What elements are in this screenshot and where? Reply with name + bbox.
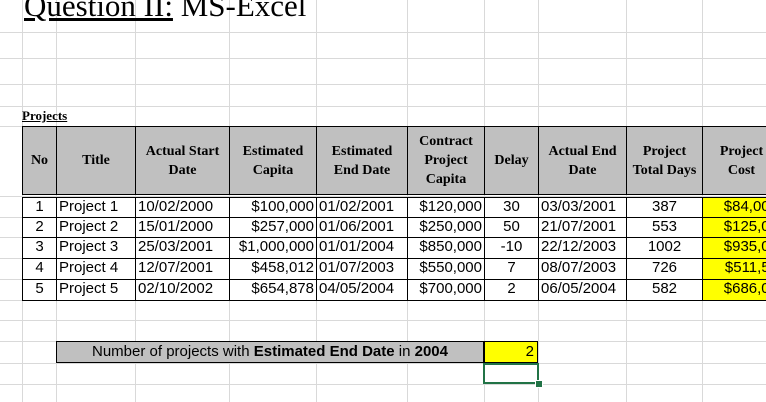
- summary-label-year: 2004: [414, 343, 448, 360]
- summary-label[interactable]: Number of projects with Estimated End Da…: [56, 341, 484, 363]
- gridline-horizontal: [0, 196, 766, 197]
- cell-actual-end-date[interactable]: 06/05/2004: [538, 279, 627, 301]
- cell-contract-capita[interactable]: $120,000: [407, 197, 485, 218]
- cell-title[interactable]: Project 4: [56, 258, 136, 280]
- gridline-horizontal: [0, 58, 766, 59]
- gridline-horizontal: [0, 32, 766, 33]
- gridline-horizontal: [0, 84, 766, 85]
- cell-start-date[interactable]: 12/07/2001: [135, 258, 230, 280]
- summary-label-middle: in: [394, 343, 415, 360]
- cell-project-cost[interactable]: $511,50: [702, 258, 766, 280]
- cell-title[interactable]: Project 2: [56, 217, 136, 238]
- cell-estimated-capita[interactable]: $1,000,000: [229, 237, 317, 259]
- header-estimated-end-date[interactable]: Estimated End Date: [316, 126, 408, 195]
- header-title[interactable]: Title: [56, 126, 136, 195]
- cell-estimated-capita[interactable]: $458,012: [229, 258, 317, 280]
- cell-title[interactable]: Project 1: [56, 197, 136, 218]
- title-prefix: Question II:: [24, 0, 173, 23]
- selected-cell[interactable]: [483, 363, 539, 384]
- header-contract-capita[interactable]: Contract Project Capita: [407, 126, 485, 195]
- cell-delay[interactable]: -10: [484, 237, 539, 259]
- cell-total-days[interactable]: 387: [626, 197, 703, 218]
- summary-label-prefix: Number of projects with: [92, 343, 254, 360]
- cell-actual-end-date[interactable]: 21/07/2001: [538, 217, 627, 238]
- header-actual-end-date[interactable]: Actual End Date: [538, 126, 627, 195]
- header-delay[interactable]: Delay: [484, 126, 539, 195]
- cell-delay[interactable]: 7: [484, 258, 539, 280]
- cell-project-cost[interactable]: $935,00: [702, 237, 766, 259]
- cell-total-days[interactable]: 582: [626, 279, 703, 301]
- cell-estimated-end-date[interactable]: 04/05/2004: [316, 279, 408, 301]
- cell-estimated-capita[interactable]: $654,878: [229, 279, 317, 301]
- header-no[interactable]: No: [22, 126, 57, 195]
- fill-handle[interactable]: [535, 380, 543, 388]
- cell-actual-end-date[interactable]: 08/07/2003: [538, 258, 627, 280]
- cell-estimated-end-date[interactable]: 01/06/2001: [316, 217, 408, 238]
- gridline-horizontal: [0, 384, 766, 385]
- cell-actual-end-date[interactable]: 03/03/2001: [538, 197, 627, 218]
- cell-delay[interactable]: 30: [484, 197, 539, 218]
- cell-contract-capita[interactable]: $850,000: [407, 237, 485, 259]
- cell-start-date[interactable]: 25/03/2001: [135, 237, 230, 259]
- cell-total-days[interactable]: 553: [626, 217, 703, 238]
- cell-project-cost[interactable]: $125,00: [702, 217, 766, 238]
- cell-project-cost[interactable]: $686,00: [702, 279, 766, 301]
- title-suffix: MS-Excel: [172, 0, 307, 23]
- summary-label-bold: Estimated End Date: [253, 343, 395, 360]
- cell-start-date[interactable]: 10/02/2000: [135, 197, 230, 218]
- cell-delay[interactable]: 50: [484, 217, 539, 238]
- header-total-days[interactable]: Project Total Days: [626, 126, 703, 195]
- cell-contract-capita[interactable]: $250,000: [407, 217, 485, 238]
- cell-start-date[interactable]: 02/10/2002: [135, 279, 230, 301]
- cell-no[interactable]: 5: [22, 279, 57, 301]
- cell-estimated-capita[interactable]: $100,000: [229, 197, 317, 218]
- cell-no[interactable]: 3: [22, 237, 57, 259]
- cell-total-days[interactable]: 1002: [626, 237, 703, 259]
- cell-project-cost[interactable]: $84,000: [702, 197, 766, 218]
- cell-contract-capita[interactable]: $700,000: [407, 279, 485, 301]
- cell-delay[interactable]: 2: [484, 279, 539, 301]
- cell-estimated-end-date[interactable]: 01/02/2001: [316, 197, 408, 218]
- header-start-date[interactable]: Actual Start Date: [135, 126, 230, 195]
- cell-estimated-end-date[interactable]: 01/01/2004: [316, 237, 408, 259]
- cell-no[interactable]: 1: [22, 197, 57, 218]
- cell-title[interactable]: Project 5: [56, 279, 136, 301]
- gridline-horizontal: [0, 320, 766, 321]
- cell-total-days[interactable]: 726: [626, 258, 703, 280]
- summary-result-cell[interactable]: 2: [484, 341, 538, 363]
- cell-no[interactable]: 4: [22, 258, 57, 280]
- cell-contract-capita[interactable]: $550,000: [407, 258, 485, 280]
- cell-estimated-end-date[interactable]: 01/07/2003: [316, 258, 408, 280]
- cell-actual-end-date[interactable]: 22/12/2003: [538, 237, 627, 259]
- cell-start-date[interactable]: 15/01/2000: [135, 217, 230, 238]
- cell-title[interactable]: Project 3: [56, 237, 136, 259]
- cell-estimated-capita[interactable]: $257,000: [229, 217, 317, 238]
- header-estimated-capita[interactable]: Estimated Capita: [229, 126, 317, 195]
- gridline-horizontal: [0, 106, 766, 107]
- page-title: Question II: MS-Excel: [24, 0, 306, 24]
- section-label: Projects: [22, 108, 68, 123]
- cell-no[interactable]: 2: [22, 217, 57, 238]
- header-project-cost[interactable]: Project Cost: [702, 126, 766, 195]
- gridline-horizontal: [0, 363, 766, 364]
